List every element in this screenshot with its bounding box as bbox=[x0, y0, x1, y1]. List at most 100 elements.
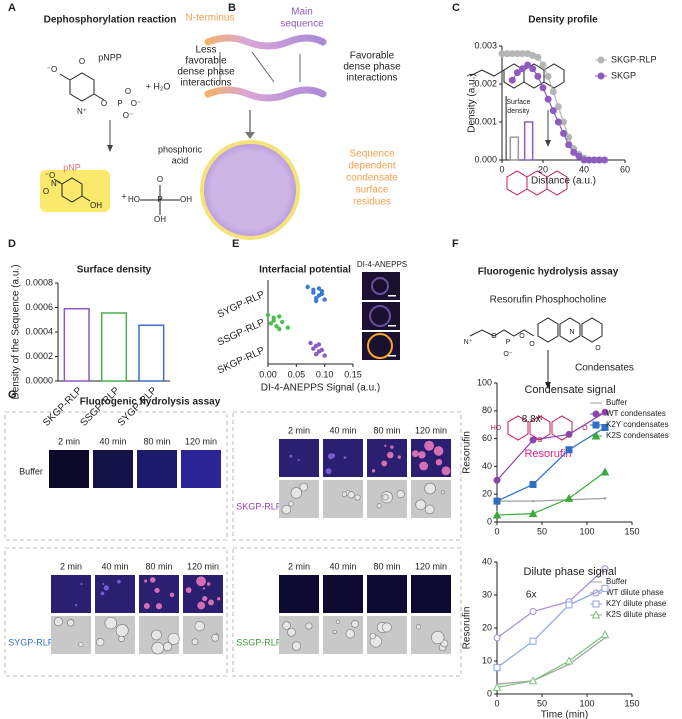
legend-label: Buffer bbox=[606, 398, 628, 407]
legend-label: Buffer bbox=[606, 577, 628, 586]
y-tick-label: 60 bbox=[482, 433, 492, 443]
y-tick-label: 40 bbox=[482, 556, 492, 566]
legend-label: K2S dilute phase bbox=[606, 610, 667, 619]
droplet bbox=[371, 469, 376, 473]
atom-label: O bbox=[529, 341, 535, 348]
condition-box bbox=[232, 411, 462, 541]
series-line bbox=[496, 471, 606, 516]
scale-bar bbox=[388, 325, 396, 327]
time-label: 40 min bbox=[99, 436, 126, 446]
surface-label: Sequence bbox=[349, 149, 394, 160]
panel-label: G bbox=[8, 389, 17, 401]
chem-ring bbox=[529, 415, 551, 441]
micrograph-droplet bbox=[367, 333, 393, 359]
droplet bbox=[74, 603, 78, 607]
panel-label: E bbox=[232, 238, 239, 250]
data-point bbox=[529, 637, 537, 645]
droplet bbox=[197, 601, 206, 610]
scale-bar bbox=[388, 355, 396, 357]
bar bbox=[63, 307, 90, 382]
data-point bbox=[565, 601, 573, 609]
droplet-bf bbox=[299, 482, 309, 492]
time-label: 120 min bbox=[187, 561, 219, 571]
droplet-bf bbox=[191, 638, 199, 646]
panel-label: A bbox=[8, 2, 16, 14]
droplet bbox=[289, 454, 293, 458]
panel-label: F bbox=[452, 238, 459, 250]
y-axis-label: Resorufin bbox=[462, 607, 473, 650]
data-point bbox=[554, 103, 562, 111]
series-line bbox=[496, 637, 606, 685]
droplet bbox=[117, 579, 121, 584]
scale-bar bbox=[388, 295, 396, 297]
condition-label: SKGP-RLP bbox=[236, 501, 282, 511]
legend-label: WT dilute phase bbox=[606, 588, 664, 597]
atom-label: O bbox=[125, 87, 131, 96]
data-point bbox=[529, 480, 537, 488]
interaction-label: favorable bbox=[185, 56, 227, 67]
strand-label: Main bbox=[291, 7, 313, 18]
strand-diagram bbox=[200, 34, 327, 240]
data-point bbox=[313, 343, 319, 348]
condition-label: Buffer bbox=[19, 466, 43, 476]
atom-label: ⁻O bbox=[47, 65, 57, 74]
y-tick-label: 40 bbox=[482, 461, 492, 471]
data-point bbox=[265, 312, 271, 318]
inset-bar bbox=[523, 121, 534, 161]
time-label: 80 min bbox=[145, 561, 172, 571]
panel-label: B bbox=[228, 2, 236, 14]
droplet-bf bbox=[382, 494, 389, 501]
panel-title: Dephosphorylation reaction bbox=[44, 15, 177, 26]
panel-label: D bbox=[8, 238, 16, 250]
droplet bbox=[202, 587, 205, 590]
time-label: 40 min bbox=[329, 425, 356, 435]
data-point bbox=[322, 297, 327, 302]
data-point bbox=[528, 676, 538, 685]
fluorescence-image bbox=[323, 575, 363, 613]
time-label: 80 min bbox=[373, 425, 400, 435]
data-point bbox=[271, 315, 276, 320]
atom-label: OH bbox=[180, 195, 192, 204]
reagent: + H₂O bbox=[146, 81, 171, 91]
time-label: 120 min bbox=[415, 425, 447, 435]
panel-title: Fluorogenic hydrolysis assay bbox=[80, 397, 221, 408]
atom-label: O bbox=[582, 425, 588, 432]
droplet bbox=[297, 458, 300, 461]
x-tick-label: 0.05 bbox=[288, 369, 306, 379]
x-tick-label: 0.15 bbox=[344, 369, 362, 379]
data-point bbox=[601, 423, 609, 431]
chem-ring bbox=[537, 317, 559, 343]
atom-label: O bbox=[43, 187, 49, 196]
x-tick-label: 0.10 bbox=[316, 369, 334, 379]
micrograph-droplet bbox=[371, 277, 389, 295]
atom-label: OH bbox=[90, 201, 102, 210]
droplet-bf bbox=[351, 620, 359, 628]
condition-label: SSGP-RLP bbox=[236, 637, 282, 647]
droplet-bf bbox=[431, 630, 445, 645]
y-tick-label: 0.0008 bbox=[25, 277, 53, 287]
droplet bbox=[418, 451, 426, 459]
droplet bbox=[435, 458, 443, 466]
data-point bbox=[308, 340, 313, 346]
series-line bbox=[496, 568, 606, 639]
y-tick-label: 0.0004 bbox=[25, 326, 53, 336]
droplet-bf bbox=[115, 624, 129, 637]
y-tick-label: SSGP-RLP bbox=[216, 317, 267, 348]
fluorescence-image bbox=[181, 450, 221, 488]
data-point bbox=[322, 353, 327, 358]
atom-label: P bbox=[506, 339, 511, 346]
droplet-bf bbox=[211, 634, 220, 642]
data-point bbox=[565, 430, 573, 438]
data-point bbox=[493, 476, 501, 484]
y-tick-label: 0 bbox=[487, 516, 492, 526]
droplet-bf bbox=[416, 624, 422, 630]
atom-label: O bbox=[157, 175, 163, 184]
fluorescence-image bbox=[137, 450, 177, 488]
droplet bbox=[169, 592, 175, 598]
droplet bbox=[149, 577, 156, 583]
data-point bbox=[601, 565, 609, 573]
droplet-bf bbox=[53, 617, 63, 627]
data-point bbox=[493, 497, 501, 505]
droplet-bf bbox=[424, 504, 435, 515]
droplet-bf bbox=[118, 635, 125, 643]
